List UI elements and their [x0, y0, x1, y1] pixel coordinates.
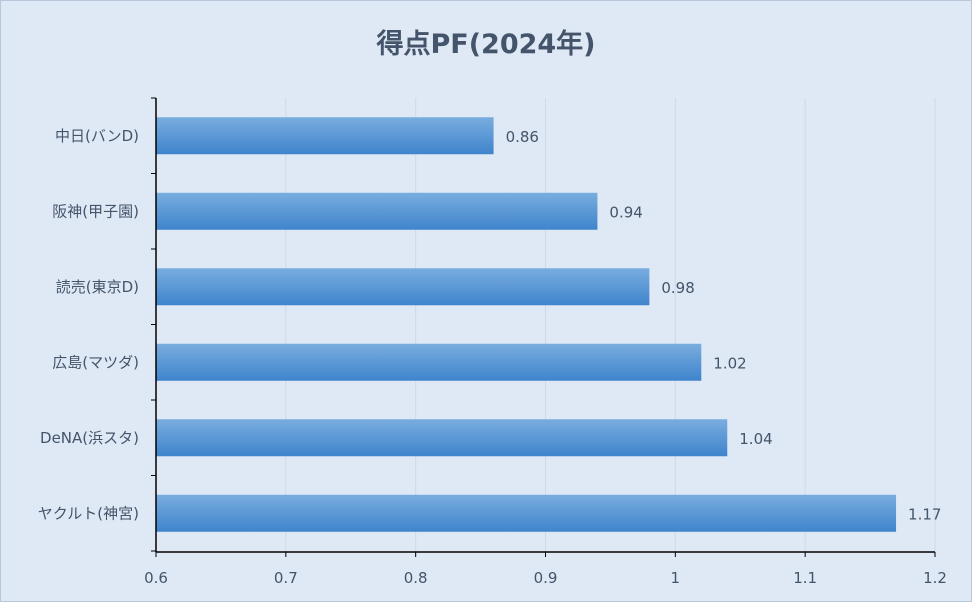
bar: [156, 494, 897, 532]
bars: [156, 117, 897, 532]
bar: [156, 117, 494, 155]
x-tick-label: 1.2: [923, 569, 947, 587]
x-tick-label: 0.7: [274, 569, 298, 587]
x-tick-label: 1.1: [793, 569, 817, 587]
y-category-label: 広島(マツダ): [52, 353, 139, 371]
y-category-label: DeNA(浜スタ): [40, 429, 139, 447]
x-tick-label: 0.9: [534, 569, 558, 587]
bar: [156, 268, 650, 306]
data-label: 0.98: [661, 279, 694, 297]
data-label: 0.86: [506, 128, 539, 146]
x-tick-label: 0.8: [404, 569, 428, 587]
data-label: 1.02: [713, 354, 746, 372]
bar: [156, 419, 728, 457]
bar: [156, 343, 702, 381]
x-tick-label: 0.6: [144, 569, 168, 587]
y-category-label: 阪神(甲子園): [52, 202, 139, 220]
gridlines: [285, 98, 936, 552]
chart-title: 得点PF(2024年): [376, 29, 596, 60]
data-label: 1.04: [739, 430, 772, 448]
data-label: 0.94: [609, 203, 642, 221]
labels: 0.6 0.7 0.8 0.9 1 1.1 1.2 中日(バンD) 0.86 阪神(甲子園) 0.9…: [38, 127, 947, 587]
axes: [151, 97, 936, 557]
x-tick-label: 1: [671, 569, 681, 587]
y-category-label: 中日(バンD): [55, 127, 139, 145]
y-category-label: ヤクルト(神宮): [38, 504, 139, 522]
data-label: 1.17: [908, 505, 941, 523]
y-category-label: 読売(東京D): [56, 278, 139, 296]
bar: [156, 192, 598, 230]
